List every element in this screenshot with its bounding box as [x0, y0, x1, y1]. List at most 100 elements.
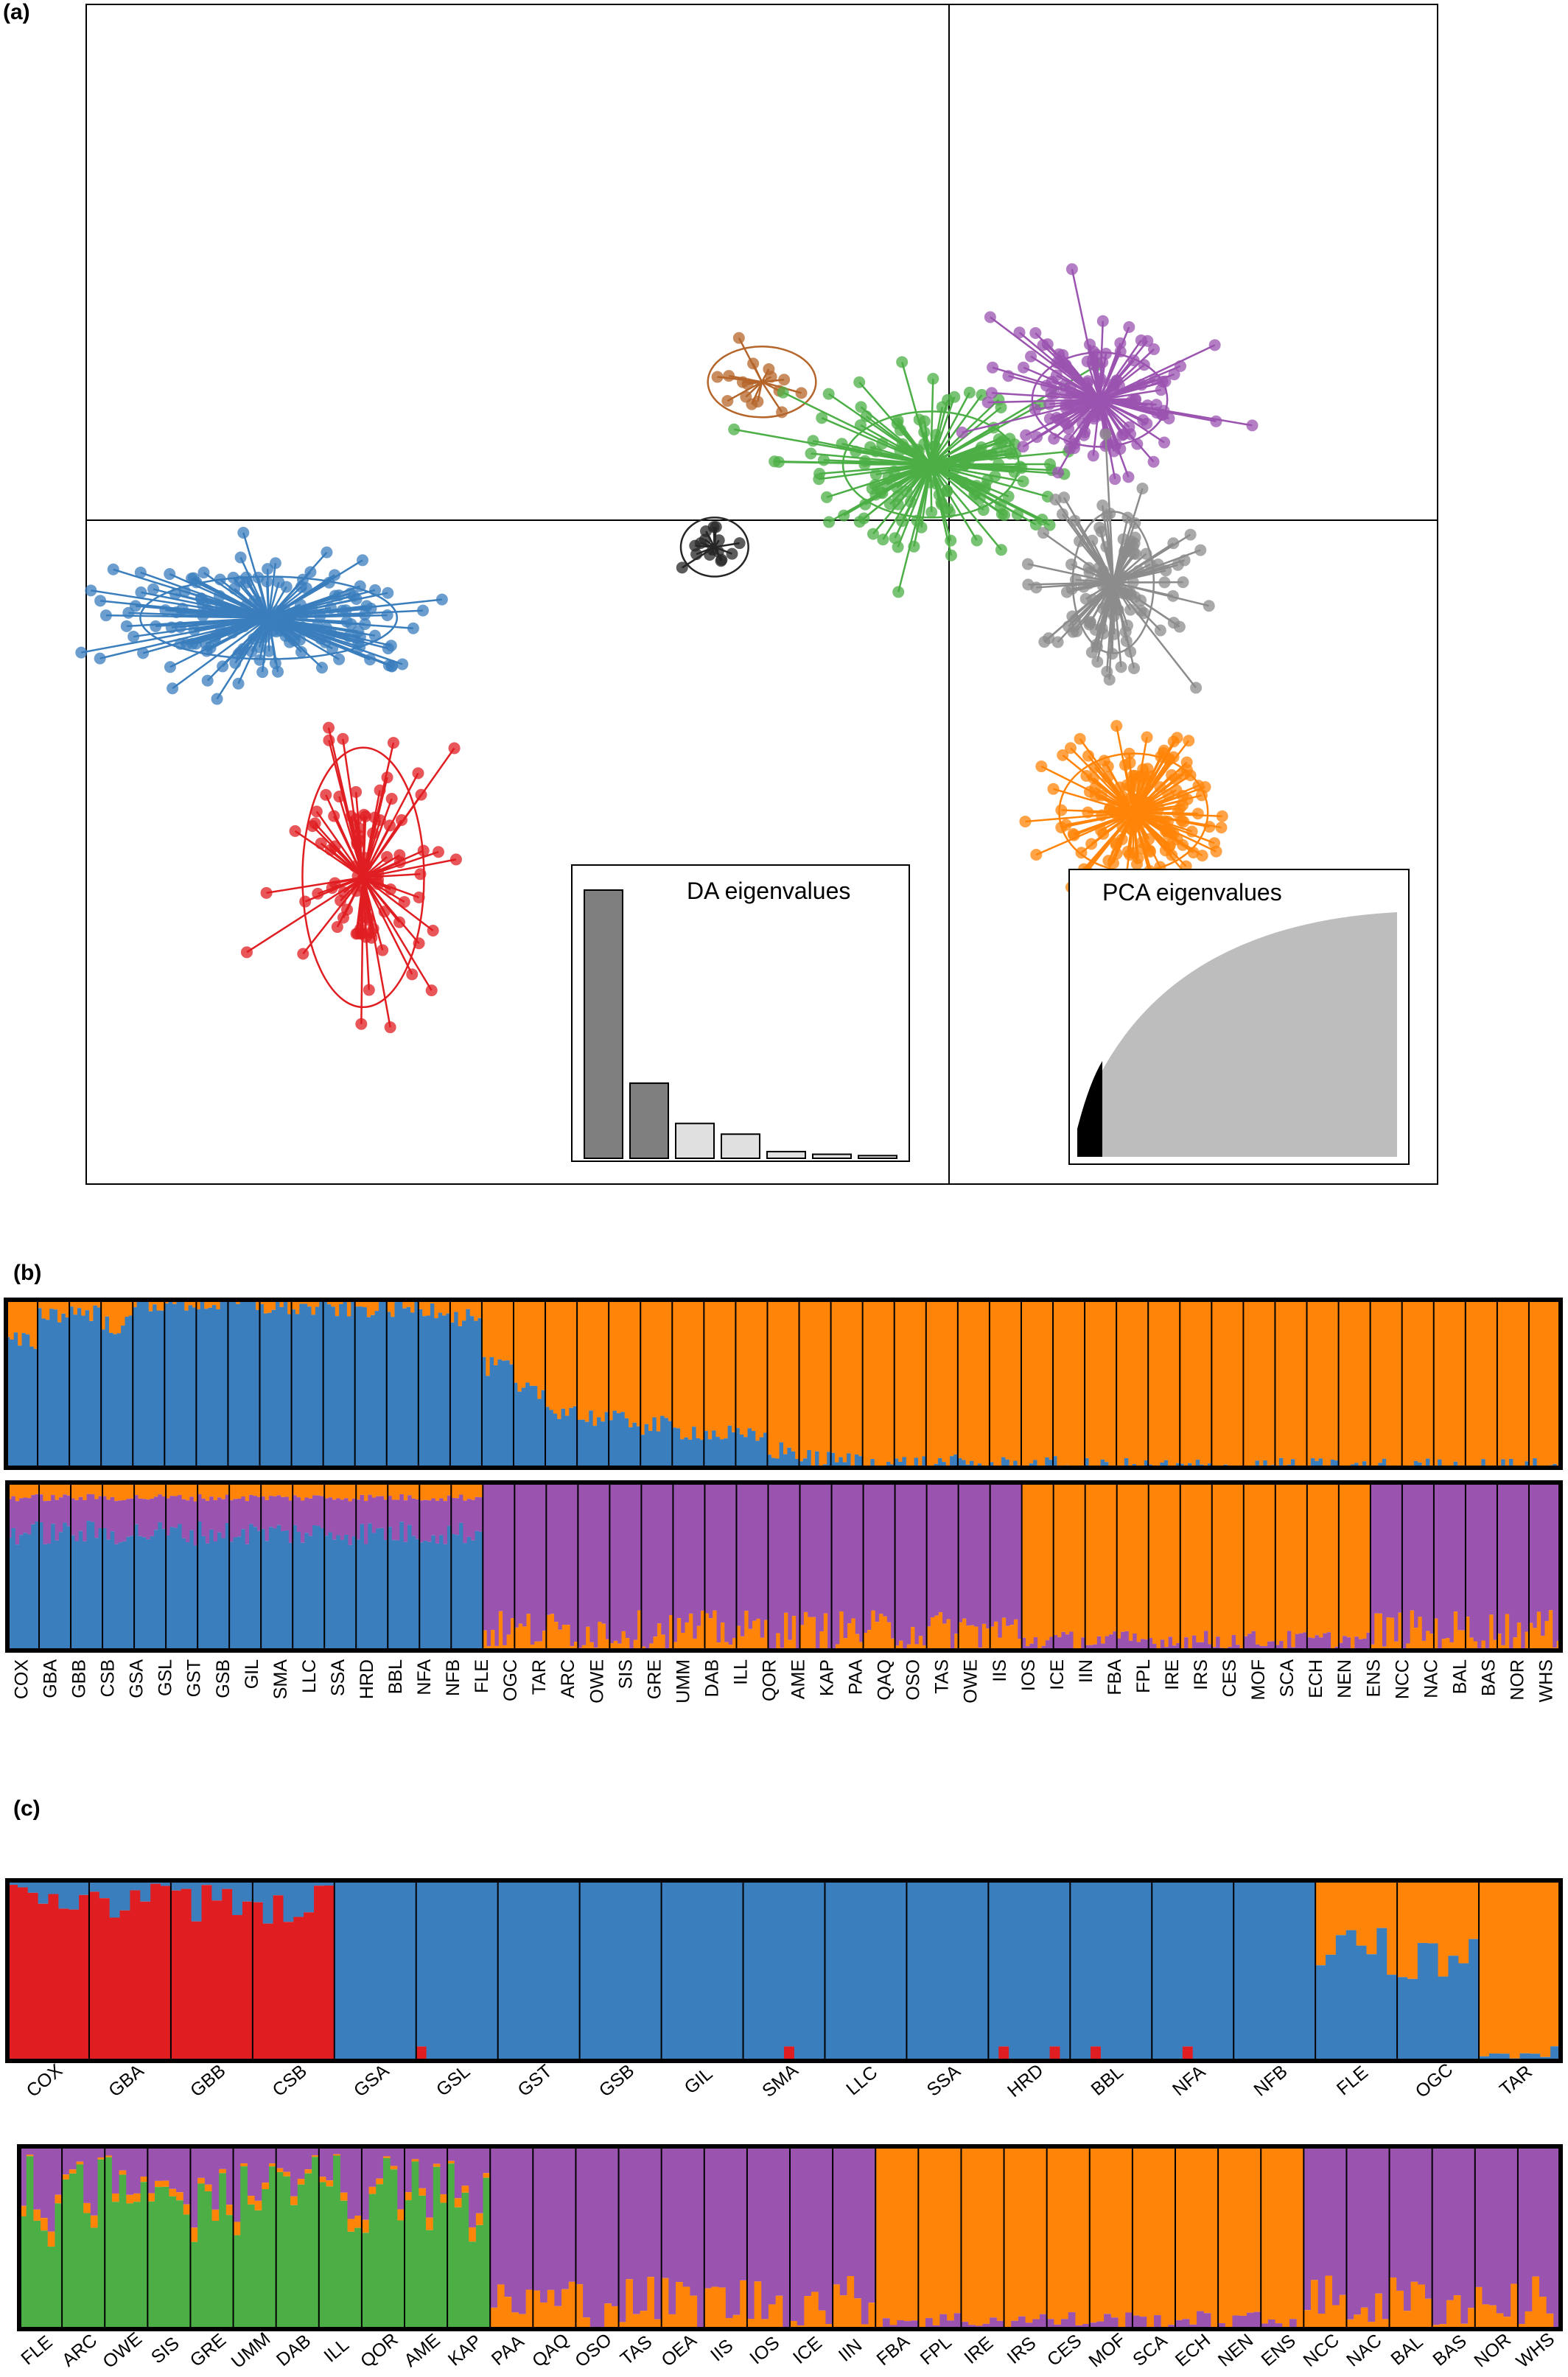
admixture-segment	[1410, 1610, 1415, 1650]
admixture-segment	[1176, 1482, 1181, 1643]
admixture-segment	[98, 1496, 103, 1529]
admixture-segment	[192, 1307, 197, 1468]
admixture-segment	[307, 1306, 312, 1468]
admixture-segment	[47, 2231, 56, 2247]
admixture-segment	[938, 1612, 943, 1650]
admixture-segment	[221, 1482, 226, 1499]
admixture-segment	[29, 1300, 35, 1347]
admixture-segment	[1271, 1641, 1276, 1650]
b-pop-label: OGC	[500, 1659, 521, 1701]
admixture-segment	[918, 2146, 926, 2328]
admixture-segment	[1223, 1482, 1228, 1649]
admixture-segment	[1290, 1300, 1295, 1460]
admixture-segment	[954, 1482, 959, 1634]
admixture-segment	[649, 1643, 654, 1650]
admixture-segment	[105, 1300, 110, 1317]
admixture-segment	[538, 1641, 543, 1650]
admixture-segment	[216, 1300, 221, 1309]
admixture-segment	[268, 2146, 277, 2164]
admixture-segment	[998, 1882, 1009, 2047]
admixture-segment	[688, 1482, 693, 1614]
admixture-segment	[1460, 2146, 1469, 2324]
admixture-segment	[1029, 1882, 1040, 2060]
admixture-segment	[403, 1482, 408, 1501]
admixture-segment	[39, 1494, 43, 1522]
admixture-segment	[1418, 1482, 1423, 1617]
admixture-segment	[233, 2235, 241, 2329]
admixture-segment	[1278, 1300, 1284, 1458]
admixture-segment	[1153, 2146, 1162, 2316]
admixture-segment	[1236, 1645, 1241, 1650]
admixture-segment	[855, 1634, 860, 1650]
admixture-segment	[474, 1320, 479, 1468]
data-point	[269, 557, 281, 570]
admixture-segment	[561, 1408, 566, 1468]
admixture-segment	[1295, 1882, 1306, 2060]
data-point	[855, 401, 867, 413]
data-point	[324, 844, 337, 856]
admixture-segment	[1382, 2319, 1390, 2329]
admixture-segment	[753, 1882, 764, 2060]
b-pop-label: NOR	[1507, 1659, 1527, 1701]
admixture-segment	[722, 1882, 734, 2060]
admixture-segment	[541, 1300, 546, 1390]
data-point	[823, 516, 836, 528]
admixture-segment	[1001, 1300, 1007, 1457]
admixture-segment	[53, 1309, 58, 1468]
admixture-segment	[704, 2146, 713, 2289]
cluster-spoke	[267, 563, 277, 618]
admixture-segment	[1485, 1482, 1490, 1650]
admixture-segment	[1548, 1610, 1553, 1650]
admixture-segment	[1029, 1300, 1034, 1464]
admixture-segment	[1449, 1642, 1455, 1650]
admixture-segment	[320, 1482, 325, 1496]
admixture-segment	[247, 2146, 256, 2196]
admixture-segment	[153, 1496, 158, 1530]
admixture-segment	[340, 2200, 349, 2329]
admixture-segment	[58, 1482, 63, 1498]
data-point	[260, 886, 273, 899]
admixture-segment	[882, 2146, 891, 2319]
admixture-segment	[811, 1482, 816, 1617]
data-point	[1083, 785, 1096, 798]
admixture-segment	[368, 1482, 373, 1495]
admixture-segment	[146, 1539, 151, 1650]
admixture-segment	[471, 1540, 476, 1650]
c-bottom-pop-label: WHS	[1512, 2328, 1558, 2372]
admixture-segment	[288, 1482, 293, 1501]
b-pop-label: ECH	[1306, 1659, 1326, 1698]
admixture-segment	[1029, 1482, 1035, 1644]
admixture-segment	[654, 2146, 662, 2320]
admixture-segment	[1175, 1300, 1180, 1463]
admixture-segment	[850, 1300, 855, 1468]
admixture-segment	[1326, 1632, 1331, 1650]
c-bottom-pop-label: FPL	[917, 2331, 956, 2369]
admixture-segment	[7, 1885, 18, 2061]
admixture-segment	[371, 1300, 376, 1315]
admixture-segment	[23, 1533, 28, 1650]
admixture-segment	[365, 1882, 376, 2060]
admixture-segment	[825, 2146, 833, 2325]
admixture-segment	[839, 1457, 844, 1468]
admixture-segment	[283, 1880, 294, 1922]
admixture-segment	[222, 1888, 233, 2061]
admixture-segment	[300, 1482, 305, 1501]
admixture-segment	[360, 1482, 365, 1495]
admixture-segment	[1018, 1639, 1023, 1650]
data-point	[94, 595, 107, 607]
admixture-segment	[118, 1500, 123, 1543]
admixture-segment	[48, 1880, 59, 1894]
admixture-segment	[10, 1300, 15, 1340]
data-point	[1080, 769, 1093, 782]
admixture-segment	[967, 1882, 979, 2060]
admixture-segment	[140, 2182, 148, 2329]
admixture-segment	[1368, 2322, 1376, 2329]
admixture-segment	[526, 1614, 531, 1650]
admixture-segment	[454, 2146, 463, 2199]
admixture-segment	[760, 1482, 765, 1638]
admixture-segment	[1105, 1636, 1110, 1650]
admixture-segment	[740, 1636, 745, 1650]
admixture-segment	[415, 1538, 420, 1650]
admixture-segment	[356, 1539, 361, 1650]
c-top-pop-label: NFA	[1169, 2061, 1209, 2100]
